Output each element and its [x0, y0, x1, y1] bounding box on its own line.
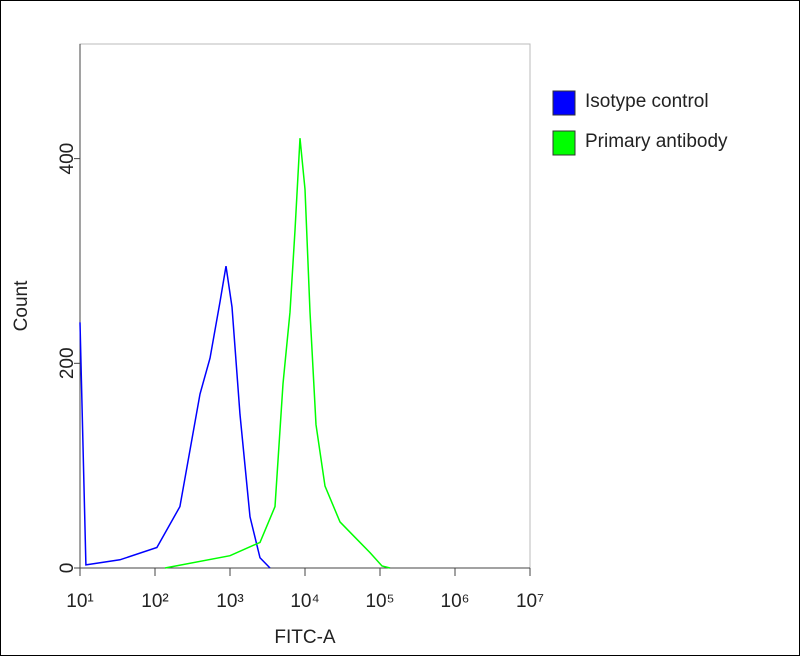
y-axis-label: Count [11, 280, 32, 331]
legend-label: Isotype control [585, 91, 709, 112]
x-tick-label: 10⁵ [365, 591, 394, 612]
legend-swatch [552, 90, 576, 116]
x-tick-label: 10⁷ [516, 591, 544, 612]
x-tick-label: 10³ [216, 591, 243, 612]
y-tick-label: 400 [57, 143, 78, 175]
legend-swatch [552, 130, 576, 156]
x-tick-label: 10⁶ [441, 591, 470, 612]
x-tick-label: 10² [141, 591, 168, 612]
series-line [79, 265, 271, 569]
x-axis-label: FITC-A [274, 627, 336, 648]
x-tick-label: 10¹ [66, 591, 93, 612]
series-line [164, 138, 391, 569]
y-tick-label: 0 [57, 563, 78, 574]
y-tick-label: 200 [57, 347, 78, 379]
x-tick-label: 10⁴ [290, 591, 319, 612]
legend-label: Primary antibody [585, 131, 728, 152]
